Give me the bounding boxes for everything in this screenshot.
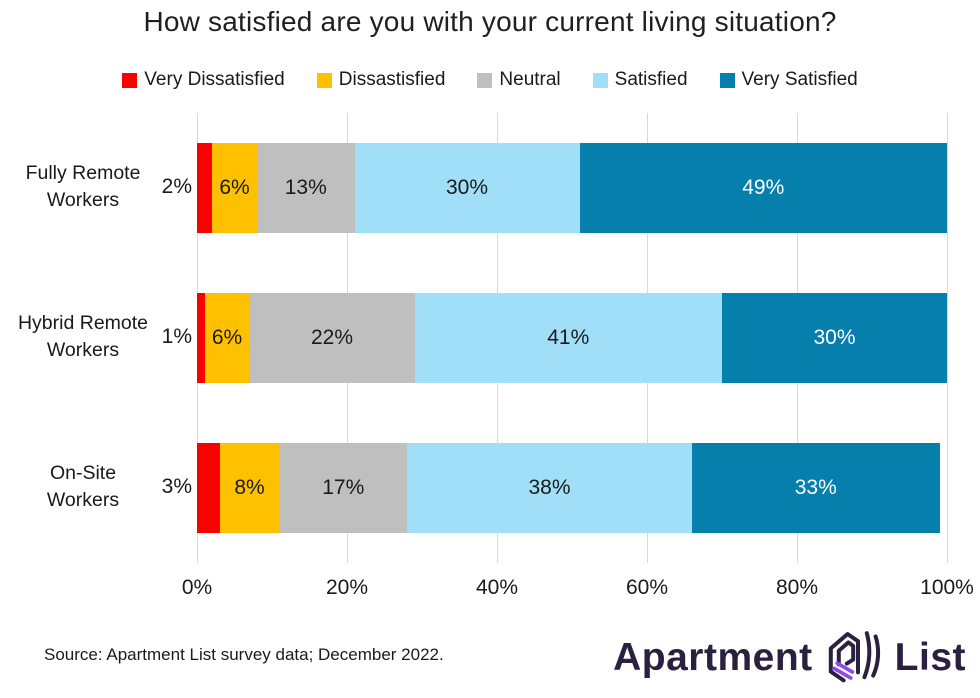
bar-segment-satisfied: 38% xyxy=(407,443,692,533)
legend: Very Dissatisfied Dissastisfied Neutral Sat… xyxy=(0,69,980,91)
legend-label: Very Satisfied xyxy=(741,69,858,90)
x-tick-label-20: 20% xyxy=(325,576,369,599)
bar-segment-very-dissatisfied xyxy=(197,443,220,533)
legend-item-very-satisfied: Very Satisfied xyxy=(719,69,858,91)
plot-area: 6% 13% 30% 49% 6% 22% 41% 30% 8% 17% 38% 33% xyxy=(197,113,948,563)
category-label-on-site-workers: On-Site Workers xyxy=(46,462,120,512)
bar-segment-dissastisfied: 6% xyxy=(212,143,257,233)
outside-value-label: 3% xyxy=(161,475,192,498)
legend-label: Neutral xyxy=(499,69,561,90)
legend-swatch-satisfied xyxy=(592,72,608,88)
outside-value-label: 2% xyxy=(161,175,192,198)
bar-row-hybrid-remote-workers: 6% 22% 41% 30% xyxy=(197,293,947,383)
legend-label: Satisfied xyxy=(614,69,688,90)
bar-segment-dissastisfied: 6% xyxy=(204,293,250,383)
x-tick-label-80: 80% xyxy=(775,576,819,599)
bar-row-on-site-workers: 8% 17% 38% 33% xyxy=(197,443,947,533)
legend-item-dissastisfied: Dissastisfied xyxy=(316,69,446,91)
apartment-list-logo: Apartment List xyxy=(613,626,966,690)
bar-segment-satisfied: 30% xyxy=(354,143,580,233)
legend-label: Very Dissatisfied xyxy=(144,69,285,90)
x-tick-label-60: 60% xyxy=(625,576,669,599)
legend-swatch-very-satisfied xyxy=(719,72,735,88)
bar-segment-neutral: 17% xyxy=(279,443,407,533)
legend-item-satisfied: Satisfied xyxy=(592,69,688,91)
category-label-hybrid-remote-workers: Hybrid Remote Workers xyxy=(17,312,149,362)
legend-item-neutral: Neutral xyxy=(477,69,561,91)
bar-segment-neutral: 22% xyxy=(249,293,415,383)
x-tick-label-40: 40% xyxy=(475,576,519,599)
source-note: Source: Apartment List survey data; Dece… xyxy=(44,645,444,664)
bar-segment-very-dissatisfied xyxy=(197,293,205,383)
x-tick-label-0: 0% xyxy=(181,576,213,599)
legend-swatch-very-dissatisfied xyxy=(122,72,138,88)
bar-row-fully-remote-workers: 6% 13% 30% 49% xyxy=(197,143,947,233)
bar-segment-very-satisfied: 49% xyxy=(579,143,947,233)
legend-swatch-neutral xyxy=(477,72,493,88)
bar-segment-very-dissatisfied xyxy=(197,143,212,233)
legend-item-very-dissatisfied: Very Dissatisfied xyxy=(122,69,285,91)
logo-word-list: List xyxy=(894,636,966,679)
chart-title: How satisfied are you with your current … xyxy=(143,6,837,37)
legend-label: Dissastisfied xyxy=(338,69,446,90)
category-label-fully-remote-workers: Fully Remote Workers xyxy=(25,162,141,212)
outside-value-label: 1% xyxy=(161,325,192,348)
apartment-list-house-icon xyxy=(828,631,880,683)
bar-segment-very-satisfied: 33% xyxy=(692,443,940,533)
legend-swatch-dissastisfied xyxy=(316,72,332,88)
logo-word-apartment: Apartment xyxy=(613,636,813,679)
bar-segment-dissastisfied: 8% xyxy=(219,443,280,533)
bar-segment-satisfied: 41% xyxy=(414,293,722,383)
gridline-100 xyxy=(947,113,948,563)
bar-segment-very-satisfied: 30% xyxy=(722,293,947,383)
x-tick-label-100: 100% xyxy=(920,576,974,599)
bar-segment-neutral: 13% xyxy=(257,143,355,233)
